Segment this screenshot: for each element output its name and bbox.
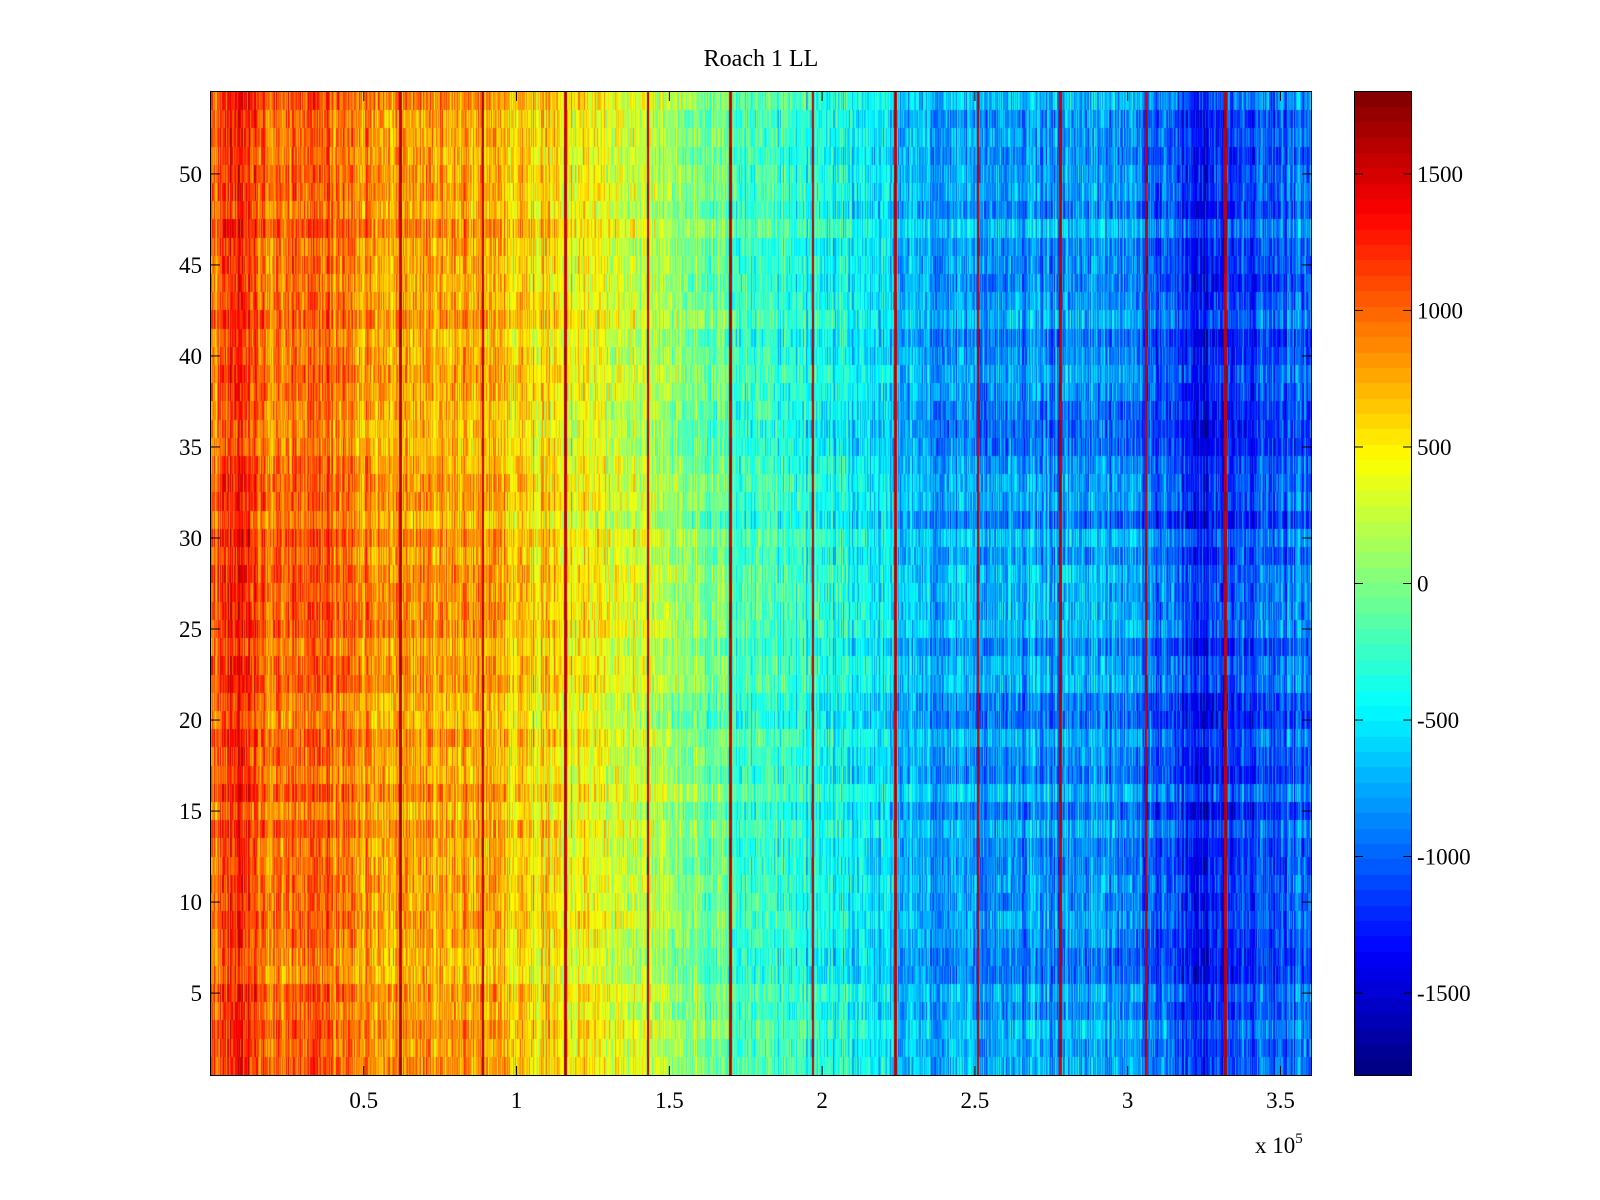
y-tick-label: 40 xyxy=(179,344,202,369)
heatmap-cells xyxy=(211,92,1311,1075)
colorbar-tick-label: 1000 xyxy=(1417,298,1463,323)
y-tick-label: 45 xyxy=(179,253,202,278)
y-tick-label: 25 xyxy=(179,617,202,642)
x-exponent-prefix: x 10 xyxy=(1255,1133,1295,1158)
y-tick-label: 50 xyxy=(179,162,202,187)
y-tick-label: 10 xyxy=(179,890,202,915)
x-tick-label: 1 xyxy=(511,1088,523,1113)
x-tick-label: 2 xyxy=(816,1088,828,1113)
x-tick-label: 0.5 xyxy=(349,1088,378,1113)
x-tick-label: 1.5 xyxy=(655,1088,684,1113)
colorbar xyxy=(1354,91,1412,1076)
y-tick-label: 35 xyxy=(179,435,202,460)
x-tick-label: 3 xyxy=(1122,1088,1134,1113)
x-exponent-label: x 105 xyxy=(1255,1131,1303,1158)
colorbar-tick-label: -1000 xyxy=(1417,845,1471,870)
colorbar-tick-label: -500 xyxy=(1417,708,1459,733)
x-tick-label: 3.5 xyxy=(1266,1088,1295,1113)
chart-title: Roach 1 LL xyxy=(704,46,819,72)
y-tick-label: 5 xyxy=(191,981,203,1006)
colorbar-tick-label: 500 xyxy=(1417,435,1452,460)
x-tick-label: 2.5 xyxy=(961,1088,990,1113)
colorbar-tick-label: 0 xyxy=(1417,572,1429,597)
x-exponent-power: 5 xyxy=(1295,1131,1303,1147)
y-tick-label: 20 xyxy=(179,708,202,733)
colorbar-tick-label: 1500 xyxy=(1417,162,1463,187)
y-tick-label: 30 xyxy=(179,526,202,551)
colorbar-tick-label: -1500 xyxy=(1417,981,1471,1006)
heatmap-plot-area xyxy=(210,91,1312,1076)
colorbar-gradient xyxy=(1355,92,1411,1075)
y-tick-label: 15 xyxy=(179,799,202,824)
